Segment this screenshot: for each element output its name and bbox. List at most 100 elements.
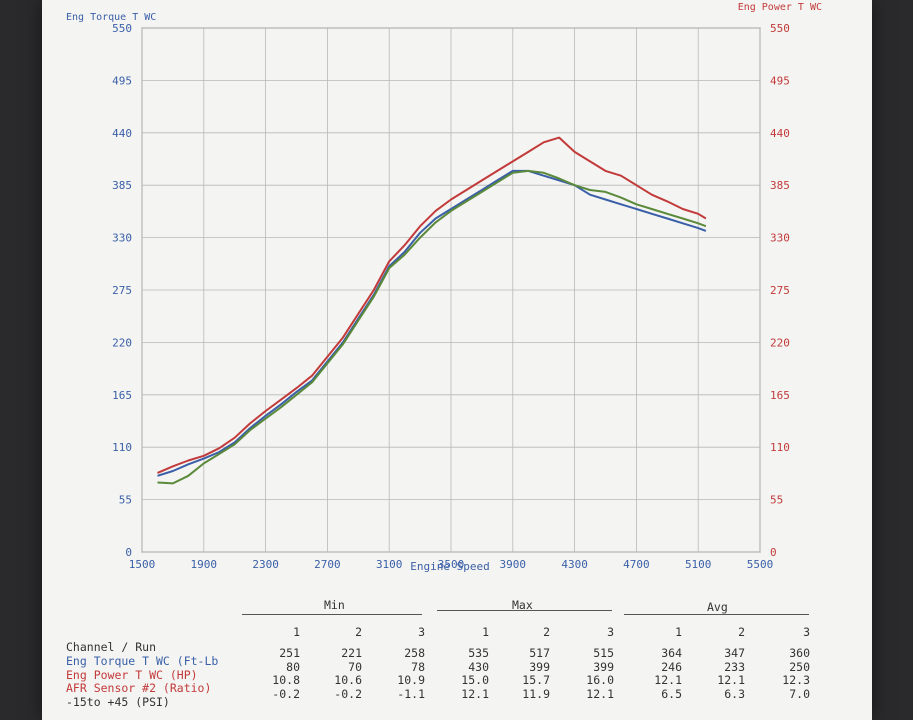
right-tick-label: 440	[770, 127, 790, 140]
table-cell: 221	[341, 646, 362, 660]
table-cell: 10.6	[334, 673, 362, 687]
run-number: 3	[418, 625, 425, 639]
x-tick-label: 3100	[376, 558, 403, 571]
left-tick-label: 165	[112, 389, 132, 402]
right-tick-label: 275	[770, 284, 790, 297]
channel-label: Eng Power T WC (HP)	[66, 667, 198, 682]
table-cell: 399	[529, 659, 550, 674]
table-cell: -1.1	[397, 686, 425, 701]
right-tick-label: 550	[770, 22, 790, 35]
table-cell: 16.0	[586, 673, 614, 687]
group-max: Max	[512, 598, 533, 612]
left-tick-label: 220	[112, 336, 132, 349]
table-cell: 399	[593, 659, 614, 674]
x-axis-title: Engine Speed	[410, 560, 489, 573]
x-tick-label: 1900	[191, 558, 218, 571]
dyno-chart: 1500 1900 2300 2700 3100 3500 3900 4300 4700 5100…	[66, 2, 822, 573]
table-cell: 11.9	[522, 686, 550, 701]
table-cell: 15.7	[522, 673, 550, 687]
run-number: 1	[482, 625, 489, 639]
channel-label: Eng Torque T WC (Ft-Lb	[66, 654, 219, 668]
table-cell: 70	[348, 659, 362, 674]
grid	[141, 27, 761, 553]
left-tick-label: 385	[112, 179, 132, 192]
right-tick-label: 0	[770, 546, 777, 559]
table-cell: 250	[789, 659, 810, 674]
run-number: 3	[607, 625, 614, 639]
left-tick-label: 55	[119, 494, 132, 507]
right-tick-label: 495	[770, 74, 790, 87]
right-tick-label: 110	[770, 441, 790, 454]
x-tick-label: 4700	[623, 558, 650, 571]
axes: 1500 1900 2300 2700 3100 3500 3900 4300 4700 5100…	[112, 22, 790, 571]
table-cell: 78	[411, 659, 425, 674]
left-tick-label: 330	[112, 232, 132, 245]
left-tick-label: 495	[112, 74, 132, 87]
run-number: 2	[543, 625, 550, 639]
table-cell: 12.1	[654, 673, 682, 687]
table-cell: -0.2	[334, 686, 362, 701]
x-tick-label: 4300	[561, 558, 588, 571]
x-tick-label: 5500	[747, 558, 774, 571]
channel-run-header: Channel / Run	[66, 640, 157, 654]
channel-label: AFR Sensor #2 (Ratio)	[66, 681, 212, 695]
table-cell: 515	[593, 646, 614, 660]
x-tick-label: 1500	[129, 558, 156, 571]
run-number: 1	[675, 625, 682, 639]
table-cell: 7.0	[789, 686, 810, 701]
table-cell: 251	[279, 646, 300, 660]
group-min-underline	[242, 614, 422, 615]
right-tick-label: 55	[770, 494, 783, 507]
table-cell: 12.1	[461, 686, 489, 701]
series-line-run-2	[157, 136, 707, 474]
channel-label: -15to +45 (PSI)	[66, 694, 170, 709]
table-cell: 80	[286, 659, 300, 674]
table-cell: 10.9	[397, 673, 425, 687]
series-lines	[157, 136, 707, 485]
right-axis-title: Eng Power T WC	[738, 2, 822, 13]
right-tick-label: 220	[770, 336, 790, 349]
left-tick-label: 440	[112, 127, 132, 140]
x-tick-label: 2300	[252, 558, 279, 571]
table-cell: 12.3	[782, 673, 810, 687]
run-number: 2	[738, 625, 745, 639]
table-cell: 12.1	[586, 686, 614, 701]
left-tick-label: 550	[112, 22, 132, 35]
left-tick-label: 0	[125, 546, 132, 559]
left-tick-label: 275	[112, 284, 132, 297]
table-cell: 10.8	[272, 673, 300, 687]
series-line-run-1	[157, 169, 707, 477]
left-axis-title: Eng Torque T WC	[66, 12, 156, 23]
run-number: 2	[355, 625, 362, 639]
table-cell: -0.2	[272, 686, 300, 701]
table-cell: 430	[468, 659, 489, 674]
x-tick-label: 5100	[685, 558, 712, 571]
run-number: 3	[803, 625, 810, 639]
table-cell: 12.1	[717, 673, 745, 687]
table-cell: 233	[724, 659, 745, 674]
x-tick-label: 3900	[500, 558, 527, 571]
right-tick-label: 330	[770, 232, 790, 245]
table-cell: 364	[661, 646, 682, 660]
x-tick-label: 2700	[314, 558, 341, 571]
series-line-run-3	[157, 169, 707, 485]
left-tick-label: 110	[112, 441, 132, 454]
right-tick-label: 165	[770, 389, 790, 402]
table-cell: 347	[724, 646, 745, 660]
table-cell: 246	[661, 659, 682, 674]
table-cell: 6.3	[724, 686, 745, 701]
x-tick-label: 3500	[438, 558, 465, 571]
group-avg: Avg	[707, 600, 728, 614]
group-max-underline	[437, 610, 612, 611]
dyno-sheet: 1500 1900 2300 2700 3100 3500 3900 4300 4700 5100…	[42, 0, 872, 720]
group-min: Min	[324, 598, 345, 612]
table-cell: 360	[789, 646, 810, 660]
right-tick-label: 385	[770, 179, 790, 192]
table-cell: 517	[529, 646, 550, 660]
table-cell: 6.5	[661, 686, 682, 701]
table-cell: 258	[404, 646, 425, 660]
table-cell: 535	[468, 646, 489, 660]
group-avg-underline	[624, 614, 809, 615]
run-number: 1	[293, 625, 300, 639]
table-cell: 15.0	[461, 673, 489, 687]
